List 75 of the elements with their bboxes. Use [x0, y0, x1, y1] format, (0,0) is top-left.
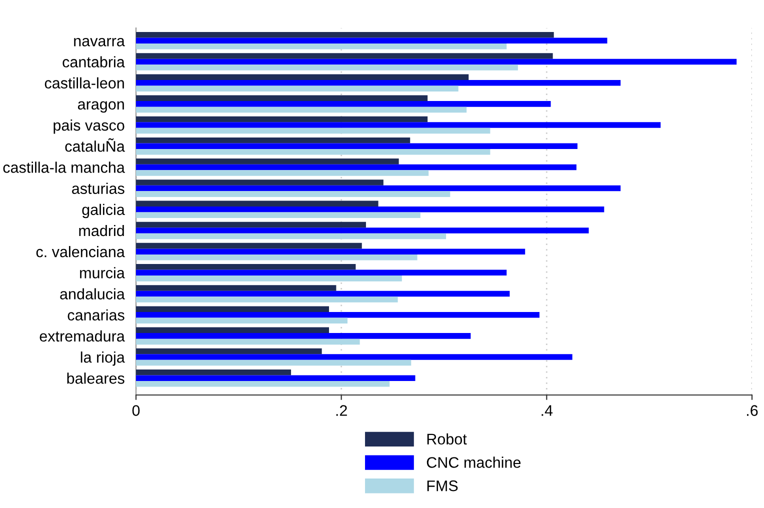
legend-label: FMS — [427, 480, 458, 492]
bar — [136, 212, 420, 218]
bar — [136, 106, 467, 113]
bar — [136, 122, 661, 128]
bar — [136, 312, 540, 318]
bar — [136, 248, 526, 254]
y-tick-label: c. valenciana — [36, 246, 125, 258]
legend-label: Robot — [427, 433, 467, 445]
bar — [136, 53, 553, 59]
y-tick-label: aragon — [78, 101, 124, 113]
bar — [136, 32, 554, 38]
bar — [136, 137, 410, 144]
bar — [136, 143, 578, 149]
bar — [136, 191, 450, 197]
bar — [136, 38, 608, 44]
y-tick-label: canarias — [68, 309, 124, 321]
bar — [136, 333, 471, 339]
legend-label: CNC machine — [426, 456, 521, 468]
bar — [136, 375, 416, 382]
bar — [136, 200, 378, 207]
bar — [136, 270, 507, 276]
bar — [136, 254, 418, 260]
y-tick-label: pais vasco — [54, 119, 124, 134]
bar — [136, 264, 356, 270]
y-tick-label: andalucia — [60, 288, 125, 300]
bar — [136, 164, 576, 170]
bar — [136, 158, 399, 164]
bar — [136, 338, 360, 345]
y-tick-label: navarra — [74, 38, 125, 46]
y-tick-label: cantabria — [62, 56, 125, 68]
bar — [136, 306, 330, 312]
y-tick-label: baleares — [67, 372, 124, 384]
y-tick-label: madrid — [79, 224, 124, 236]
bar — [136, 222, 366, 228]
bar — [136, 74, 469, 80]
bar — [136, 116, 428, 122]
y-tick-label: cataluÑa — [65, 138, 125, 152]
bar — [136, 58, 737, 65]
bar — [136, 318, 348, 324]
bar — [136, 101, 551, 107]
bar — [136, 149, 490, 155]
bar — [136, 290, 510, 297]
bar — [136, 233, 446, 240]
y-tick-label: la rioja — [80, 352, 125, 366]
bar — [136, 86, 458, 92]
x-tick-label: .6 — [747, 405, 758, 416]
bar — [136, 64, 518, 70]
bar — [136, 327, 330, 334]
bar — [136, 242, 362, 249]
bar — [136, 170, 429, 176]
y-tick-label: extremadura — [40, 330, 125, 342]
bar — [136, 180, 384, 186]
bar — [136, 381, 390, 387]
bar — [136, 296, 398, 302]
y-tick-label: castilla-leon — [44, 77, 124, 89]
bar — [136, 128, 490, 134]
bar — [136, 360, 412, 366]
bar — [136, 348, 322, 354]
bar — [136, 285, 336, 291]
bar — [136, 228, 589, 234]
bar — [136, 369, 292, 376]
x-tick-label: .4 — [542, 405, 553, 416]
bar — [136, 44, 507, 50]
bar — [136, 185, 621, 192]
y-tick-label: castilla-la mancha — [3, 162, 125, 173]
x-tick-label: 0 — [132, 405, 140, 416]
bar — [136, 276, 402, 282]
y-tick-label: asturias — [72, 182, 124, 194]
y-tick-label: galicia — [82, 204, 125, 218]
bar — [136, 206, 604, 212]
y-tick-label: murcia — [80, 267, 125, 278]
x-tick-label: .2 — [336, 405, 347, 416]
bar — [136, 95, 428, 102]
bar — [136, 354, 572, 360]
bar — [136, 80, 621, 86]
